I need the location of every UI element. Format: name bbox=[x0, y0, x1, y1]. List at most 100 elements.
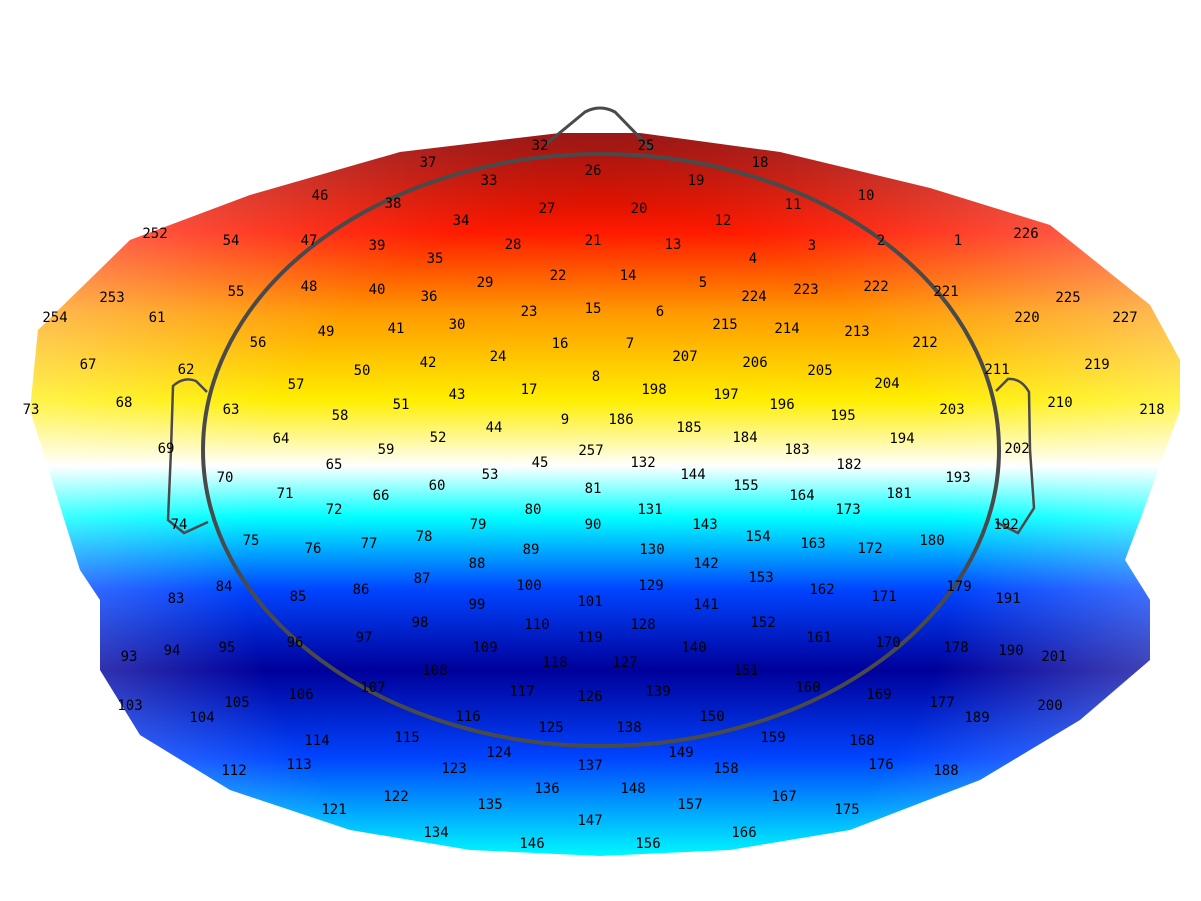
electrode-label: 48 bbox=[301, 279, 318, 295]
electrode-label: 227 bbox=[1112, 310, 1137, 326]
electrode-label: 226 bbox=[1013, 226, 1038, 242]
electrode-label: 11 bbox=[785, 197, 802, 213]
electrode-label: 164 bbox=[789, 488, 814, 504]
electrode-label: 219 bbox=[1084, 357, 1109, 373]
electrode-label: 21 bbox=[585, 233, 602, 249]
electrode-label: 6 bbox=[656, 304, 664, 320]
electrode-label: 115 bbox=[394, 730, 419, 746]
electrode-label: 195 bbox=[830, 408, 855, 424]
electrode-label: 151 bbox=[733, 663, 758, 679]
electrode-label: 25 bbox=[638, 138, 655, 154]
electrode-label: 134 bbox=[423, 825, 448, 841]
electrode-label: 114 bbox=[304, 733, 329, 749]
electrode-label: 153 bbox=[748, 570, 773, 586]
electrode-label: 179 bbox=[946, 579, 971, 595]
electrode-label: 126 bbox=[577, 689, 602, 705]
electrode-label: 55 bbox=[228, 284, 245, 300]
left-ear-outline bbox=[166, 378, 209, 535]
electrode-label: 41 bbox=[388, 321, 405, 337]
electrode-label: 221 bbox=[933, 284, 958, 300]
electrode-label: 42 bbox=[420, 355, 437, 371]
electrode-label: 75 bbox=[243, 533, 260, 549]
electrode-label: 128 bbox=[630, 617, 655, 633]
electrode-label: 12 bbox=[715, 213, 732, 229]
electrode-label: 123 bbox=[441, 761, 466, 777]
electrode-label: 184 bbox=[732, 430, 757, 446]
electrode-label: 51 bbox=[393, 397, 410, 413]
electrode-label: 10 bbox=[858, 188, 875, 204]
electrode-label: 37 bbox=[420, 155, 437, 171]
electrode-label: 193 bbox=[945, 470, 970, 486]
electrode-label: 39 bbox=[369, 238, 386, 254]
electrode-label: 13 bbox=[665, 237, 682, 253]
electrode-label: 212 bbox=[912, 335, 937, 351]
electrode-label: 130 bbox=[639, 542, 664, 558]
electrode-label: 18 bbox=[752, 155, 769, 171]
electrode-label: 252 bbox=[142, 226, 167, 242]
electrode-label: 176 bbox=[868, 757, 893, 773]
electrode-label: 163 bbox=[800, 536, 825, 552]
electrode-label: 160 bbox=[795, 680, 820, 696]
electrode-labels: 1234567891011121314151617181920212223242… bbox=[23, 138, 1165, 852]
electrode-label: 147 bbox=[577, 813, 602, 829]
electrode-label: 73 bbox=[23, 402, 40, 418]
electrode-label: 66 bbox=[373, 488, 390, 504]
electrode-label: 32 bbox=[532, 138, 549, 154]
electrode-label: 34 bbox=[453, 213, 470, 229]
electrode-label: 83 bbox=[168, 591, 185, 607]
electrode-label: 106 bbox=[288, 687, 313, 703]
electrode-label: 99 bbox=[469, 597, 486, 613]
electrode-label: 65 bbox=[326, 457, 343, 473]
electrode-label: 142 bbox=[693, 556, 718, 572]
electrode-label: 60 bbox=[429, 478, 446, 494]
electrode-label: 156 bbox=[635, 836, 660, 852]
nose-outline bbox=[544, 106, 654, 152]
electrode-label: 155 bbox=[733, 478, 758, 494]
electrode-label: 205 bbox=[807, 363, 832, 379]
electrode-label: 177 bbox=[929, 695, 954, 711]
electrode-label: 95 bbox=[219, 640, 236, 656]
electrode-label: 9 bbox=[561, 412, 569, 428]
electrode-label: 119 bbox=[577, 630, 602, 646]
electrode-label: 178 bbox=[943, 640, 968, 656]
electrode-label: 150 bbox=[699, 709, 724, 725]
electrode-label: 86 bbox=[353, 582, 370, 598]
electrode-label: 198 bbox=[641, 382, 666, 398]
electrode-label: 191 bbox=[995, 591, 1020, 607]
electrode-label: 77 bbox=[361, 536, 378, 552]
electrode-label: 143 bbox=[692, 517, 717, 533]
electrode-label: 149 bbox=[668, 745, 693, 761]
electrode-label: 59 bbox=[378, 442, 395, 458]
electrode-label: 196 bbox=[769, 397, 794, 413]
electrode-label: 112 bbox=[221, 763, 246, 779]
electrode-label: 103 bbox=[117, 698, 142, 714]
electrode-label: 139 bbox=[645, 684, 670, 700]
electrode-label: 185 bbox=[676, 420, 701, 436]
electrode-label: 87 bbox=[414, 571, 431, 587]
electrode-label: 81 bbox=[585, 481, 602, 497]
electrode-label: 69 bbox=[158, 441, 175, 457]
electrode-label: 137 bbox=[577, 758, 602, 774]
electrode-label: 98 bbox=[412, 615, 429, 631]
electrode-label: 218 bbox=[1139, 402, 1164, 418]
electrode-label: 47 bbox=[301, 233, 318, 249]
electrode-label: 224 bbox=[741, 289, 766, 305]
electrode-label: 78 bbox=[416, 529, 433, 545]
electrode-label: 170 bbox=[875, 635, 900, 651]
electrode-label: 49 bbox=[318, 324, 335, 340]
electrode-label: 215 bbox=[712, 317, 737, 333]
electrode-label: 204 bbox=[874, 376, 899, 392]
electrode-label: 52 bbox=[430, 430, 447, 446]
electrode-label: 157 bbox=[677, 797, 702, 813]
electrode-label: 84 bbox=[216, 579, 233, 595]
electrode-label: 33 bbox=[481, 173, 498, 189]
electrode-label: 131 bbox=[637, 502, 662, 518]
electrode-label: 214 bbox=[774, 321, 799, 337]
electrode-label: 148 bbox=[620, 781, 645, 797]
electrode-label: 136 bbox=[534, 781, 559, 797]
electrode-label: 207 bbox=[672, 349, 697, 365]
electrode-label: 45 bbox=[532, 455, 549, 471]
electrode-label: 15 bbox=[585, 301, 602, 317]
electrode-label: 68 bbox=[116, 395, 133, 411]
